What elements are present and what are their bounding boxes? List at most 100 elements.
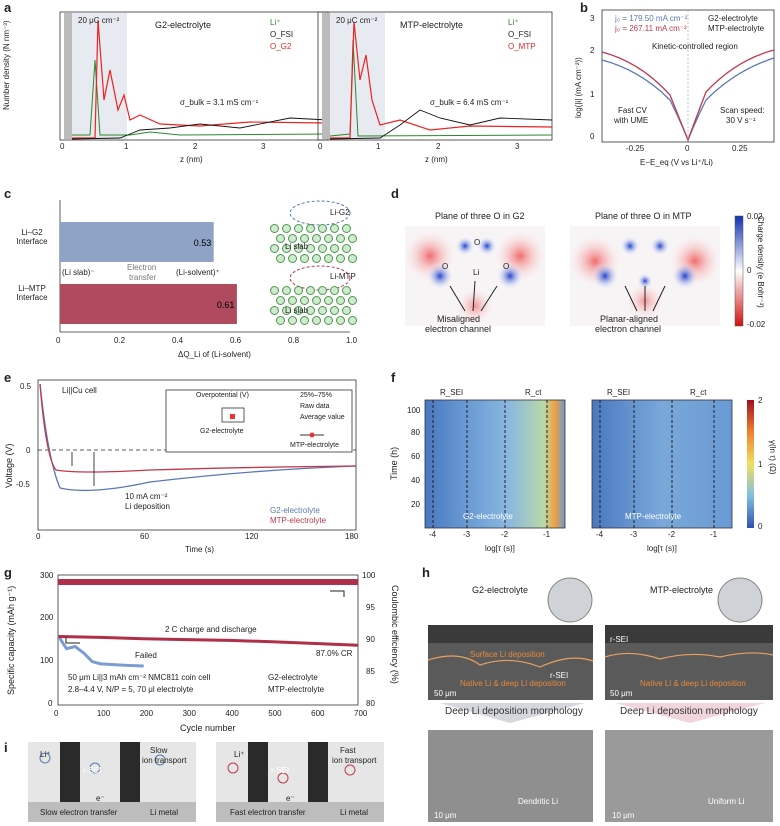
- panel-a-right-xtick-3: 3: [515, 142, 520, 151]
- li-atom: [288, 234, 297, 243]
- panel-b-legend-2: MTP-electrolyte: [708, 24, 765, 33]
- panel-f-cbar-label: γ(ln τ) (Ω): [768, 440, 777, 475]
- panel-d-maps: [402, 215, 744, 327]
- panel-i-left-ion: ion transport: [142, 756, 187, 765]
- panel-b-legend-1: G2-electrolyte: [708, 14, 758, 23]
- panel-g-failed: Failed: [135, 651, 157, 660]
- panel-c-transfer-4: (Li-solvent)⁺: [176, 268, 220, 277]
- series-line-mtp: [58, 635, 359, 647]
- panel-b-xtick-0: -0.25: [626, 144, 645, 153]
- panel-g-y2label: Coulombic efficiency (%): [390, 585, 400, 684]
- panel-g-y2tick-4: 80: [366, 699, 375, 708]
- panel-d: d Plane of three O in G2 Plane of three …: [385, 186, 780, 361]
- panel-e-xtick-2: 120: [245, 532, 259, 541]
- panel-d-left-cap-1: Misaligned: [437, 314, 481, 324]
- panel-b-j0-1: j₀ = 179.50 mA cm⁻²: [615, 14, 688, 23]
- panel-a-left-xlabel: z (nm): [180, 155, 203, 164]
- panel-f-xtick-1: -3: [463, 530, 471, 539]
- panel-h-banner-left: Deep Li deposition morphology: [445, 706, 583, 717]
- panel-b-ytick-3: 0: [590, 132, 595, 141]
- panel-b-note-right-2: 30 V s⁻¹: [726, 116, 756, 125]
- x-tick-label: 500: [268, 709, 282, 718]
- li-atom: [294, 306, 303, 315]
- panel-i-schematic: [28, 742, 384, 822]
- panel-f-heatmaps: [424, 399, 754, 529]
- li-atom: [348, 234, 357, 243]
- li-atom: [282, 286, 291, 295]
- panel-g-plot: [57, 574, 359, 706]
- panel-b-plot: [601, 9, 775, 143]
- panel-i-right-fast: Fast: [340, 746, 356, 755]
- panel-h-left-l2: r-SEI: [550, 671, 569, 680]
- panel-b-note-left-1: Fast CV: [618, 106, 647, 115]
- panel-e-xlabel: Time (s): [185, 545, 215, 554]
- panel-g-ytick-0: 300: [40, 571, 54, 580]
- x-tick-label: 700: [354, 709, 368, 718]
- panel-e-ytick-1: 0: [26, 446, 31, 455]
- panel-i: i Li⁺ Slow ion transport r-SEI Slow elec…: [0, 738, 410, 826]
- panel-h-banner-right: Deep Li deposition morphology: [620, 706, 758, 717]
- panel-c-xlabel: ΔQ_Li of (Li-solvent): [178, 350, 251, 359]
- panel-h-left-l1: Surface Li deposition: [470, 650, 545, 659]
- li-atom: [312, 316, 321, 325]
- panel-f-xtick-3: -1: [543, 530, 551, 539]
- panel-h-sem-left-1: Dendritic Li: [518, 797, 559, 806]
- panel-e-inset-legend-3: Average value: [300, 414, 345, 421]
- panel-f-ylabel: Time (h): [389, 446, 399, 480]
- panel-e-inset-ylabel: Overpotential (V): [196, 392, 249, 399]
- panel-g-y2tick-2: 90: [366, 635, 375, 644]
- panel-b-j0-2: j₀ = 267.11 mA cm⁻²: [615, 24, 687, 33]
- panel-f-right-name: MTP-electrolyte: [625, 512, 682, 521]
- panel-f-xtick-r2: -2: [668, 530, 676, 539]
- panel-e-note-2: Li deposition: [125, 502, 170, 511]
- panel-b-xtick-1: 0: [685, 144, 690, 153]
- li-atom: [282, 224, 291, 233]
- panel-b-label: b: [580, 0, 588, 15]
- li-atom: [348, 316, 357, 325]
- panel-c-transfer-3: transfer: [129, 273, 157, 282]
- panel-a-right-legend-1: Li⁺: [508, 18, 519, 27]
- panel-e-inset-cat-2: MTP-electrolyte: [290, 442, 340, 449]
- panel-h-label: h: [422, 565, 430, 580]
- series-line-g2: [57, 634, 144, 668]
- panel-i-right-ion: ion transport: [332, 756, 377, 765]
- li-atom: [282, 306, 291, 315]
- panel-f-ytick-1: 80: [411, 428, 420, 437]
- panel-h-right-l2: Native Li & deep Li deposition: [640, 679, 746, 688]
- panel-f-cbar-tick-3: 0: [758, 522, 763, 531]
- li-atom: [294, 286, 303, 295]
- panel-b-ylabel: log(|i| (mA cm⁻²)): [574, 57, 583, 118]
- panel-h-left-title: G2-electrolyte: [472, 585, 529, 595]
- panel-e-legend-2: MTP-electrolyte: [270, 516, 327, 525]
- x-tick-label: 0.4: [172, 336, 184, 345]
- panel-f-xtick-2: -2: [501, 530, 509, 539]
- panel-f-mark-ct-right: R_ct: [690, 388, 707, 397]
- panel-d-cbar-tick-3: -0.02: [747, 320, 766, 329]
- panel-d-left-title: Plane of three O in G2: [435, 211, 525, 221]
- x-tick-label: 200: [139, 709, 154, 718]
- bar-li-mtp: [60, 284, 237, 324]
- panel-g-ytick-1: 200: [40, 613, 54, 622]
- li-atom: [330, 286, 339, 295]
- li-atom: [294, 224, 303, 233]
- panel-a-left-xtick-3: 3: [261, 142, 266, 151]
- li-slab-structure-icon: [289, 200, 351, 291]
- panel-a-ylabel: Number density (N nm⁻³): [2, 20, 11, 110]
- panel-d-cbar-tick-2: 0: [747, 266, 752, 275]
- panel-g-xlabel: Cycle number: [180, 723, 236, 733]
- li-atom: [276, 234, 285, 243]
- panel-f-xtick-r3: -1: [710, 530, 718, 539]
- li-atom: [306, 244, 315, 253]
- li-atom: [288, 316, 297, 325]
- li-atom: [342, 224, 351, 233]
- panel-i-right-metal: Li metal: [340, 808, 369, 817]
- li-atom: [330, 224, 339, 233]
- panel-f-xlabel-right: log[τ (s)]: [647, 544, 677, 553]
- panel-e-xtick-1: 60: [140, 532, 149, 541]
- panel-a-plots: [59, 11, 329, 141]
- li-atom: [336, 296, 345, 305]
- panel-f-cbar-tick-1: 2: [758, 396, 763, 405]
- panel-e-inset-legend-1: 25%–75%: [300, 392, 332, 399]
- panel-i-left-li: Li⁺: [40, 750, 51, 759]
- li-atom: [306, 306, 315, 315]
